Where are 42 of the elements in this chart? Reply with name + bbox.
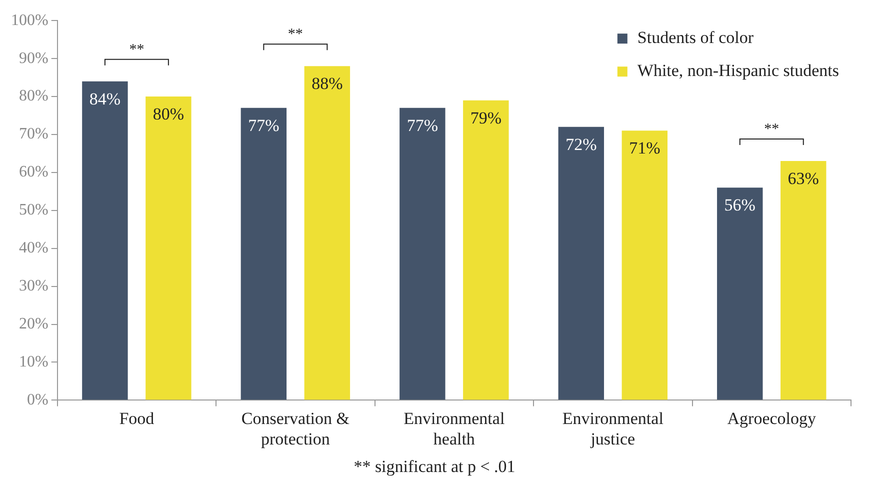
- annotation: **: [764, 121, 780, 138]
- bar: [400, 108, 446, 400]
- data-label: 63%: [788, 169, 819, 188]
- y-tick-label: 100%: [11, 12, 48, 29]
- y-tick-label: 10%: [19, 353, 48, 370]
- data-label: 72%: [566, 134, 597, 154]
- legend-label: Students of color: [637, 28, 754, 48]
- text: ** significant at p < .01: [352, 457, 516, 477]
- legend-label: White, non-Hispanic students: [637, 61, 840, 80]
- x-tick-label: Food: [119, 408, 155, 428]
- y-tick-label: 90%: [19, 50, 48, 67]
- bar: [622, 130, 668, 400]
- y-tick-label: 60%: [19, 164, 48, 181]
- bar: [146, 96, 192, 400]
- bar: [240, 108, 287, 400]
- data-label: 79%: [470, 108, 502, 128]
- x-tick-label: Environmental justice: [562, 408, 664, 448]
- bar: [463, 100, 509, 400]
- annotation: **: [288, 26, 303, 43]
- data-label: 84%: [89, 89, 121, 108]
- bar: [780, 161, 826, 400]
- y-tick-label: 0%: [27, 391, 48, 408]
- y-tick-label: 40%: [19, 240, 48, 257]
- bar: [82, 81, 128, 400]
- y-tick-label: 30%: [19, 278, 48, 295]
- data-label: 56%: [724, 196, 756, 215]
- bar: [304, 66, 350, 400]
- data-label: 77%: [248, 116, 280, 135]
- y-tick-label: 80%: [19, 88, 48, 105]
- data-label: 88%: [312, 74, 343, 94]
- bar: [717, 188, 763, 400]
- x-tick-label: Conservation & protection: [241, 408, 350, 448]
- x-tick-label: Agroecology: [727, 408, 816, 428]
- annotation: **: [129, 42, 144, 58]
- y-tick-label: 20%: [19, 315, 48, 332]
- x-tick-label: Environmental health: [404, 408, 505, 448]
- y-tick-label: 70%: [19, 126, 48, 143]
- data-label: 77%: [406, 116, 438, 135]
- data-label: 71%: [629, 138, 660, 158]
- bar: [558, 126, 604, 400]
- y-tick-label: 50%: [19, 202, 48, 219]
- data-label: 80%: [152, 104, 184, 124]
